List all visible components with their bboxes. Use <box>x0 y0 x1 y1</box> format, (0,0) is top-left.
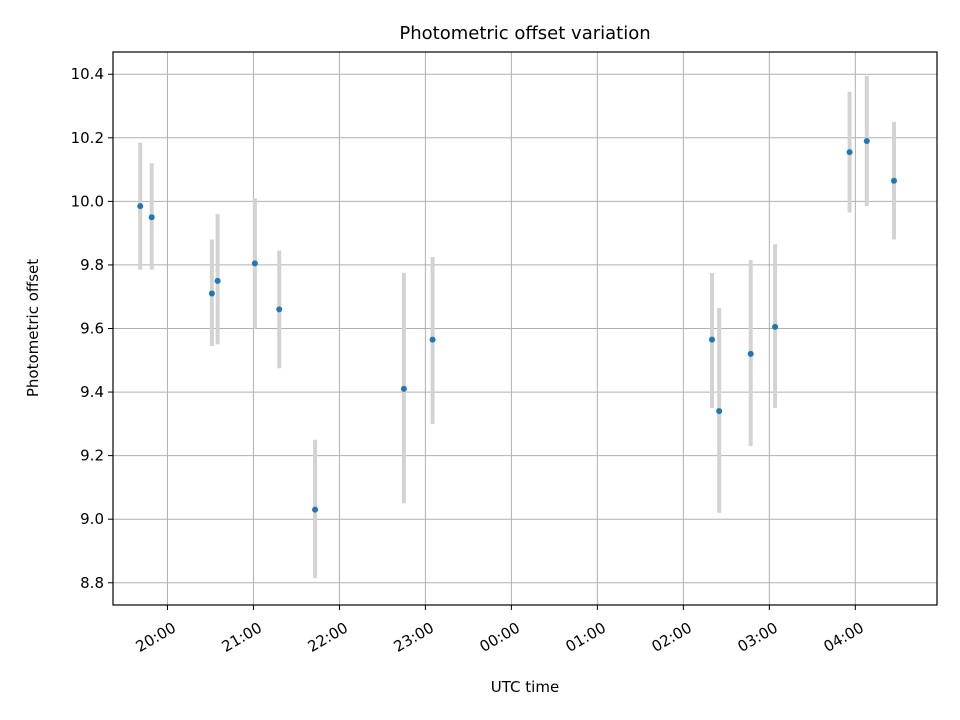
data-point <box>148 214 155 221</box>
data-point <box>891 177 898 184</box>
y-axis-label: Photometric offset <box>24 259 42 397</box>
y-tick-label: 9.4 <box>80 383 104 401</box>
data-point <box>312 506 319 513</box>
data-point <box>747 350 754 357</box>
x-axis-label: UTC time <box>491 678 559 696</box>
data-point <box>772 323 779 330</box>
data-point <box>846 149 853 156</box>
y-tick-label: 10.0 <box>71 192 104 210</box>
y-axis-ticks: 8.8 9.0 9.2 9.4 9.6 9.8 10.0 10.2 10.4 <box>71 65 113 592</box>
y-tick-label: 9.2 <box>80 447 104 465</box>
y-tick-label: 8.8 <box>80 574 104 592</box>
data-points <box>137 137 898 513</box>
grid <box>113 52 937 605</box>
data-point <box>716 408 723 415</box>
y-tick-label: 9.6 <box>80 320 104 338</box>
y-tick-label: 9.8 <box>80 256 104 274</box>
data-point <box>276 306 283 313</box>
data-point <box>251 260 258 267</box>
data-point <box>208 290 215 297</box>
y-tick-label: 10.4 <box>71 65 104 83</box>
y-tick-label: 9.0 <box>80 510 104 528</box>
data-point <box>400 385 407 392</box>
data-point <box>863 137 870 144</box>
data-point <box>214 277 221 284</box>
y-tick-label: 10.2 <box>71 129 104 147</box>
data-point <box>709 336 716 343</box>
data-point <box>137 203 144 210</box>
chart-title: Photometric offset variation <box>399 23 650 44</box>
data-point <box>429 336 436 343</box>
